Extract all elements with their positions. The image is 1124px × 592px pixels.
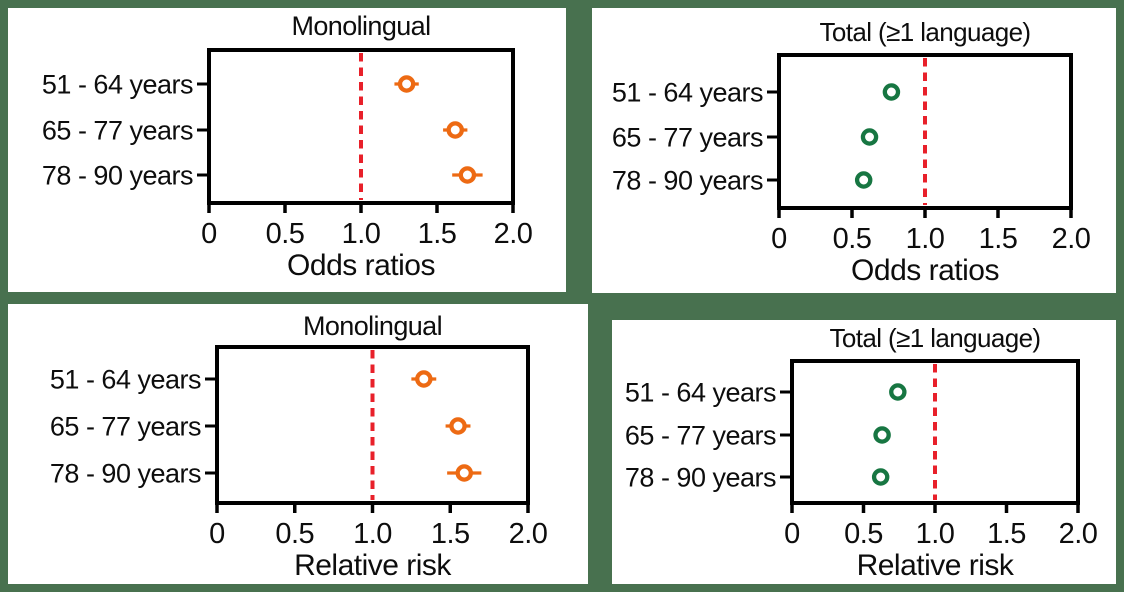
panel-relative-risk-monolingual: Monolingual 51 - 64 years 65 - 77 years 78… <box>8 304 588 584</box>
x-tick-label: 1.5 <box>979 223 1018 255</box>
panel-odds-ratios-total: Total (≥1 language) 51 - 64 years 65 - 77… <box>592 8 1116 293</box>
x-tick-label: 2.0 <box>494 218 533 250</box>
x-tick-label: 0.5 <box>844 518 883 550</box>
category-label: 51 - 64 years <box>625 378 776 408</box>
category-label: 78 - 90 years <box>42 161 193 191</box>
panel-title: Total (≥1 language) <box>829 323 1041 353</box>
odds-ratios-total-plot: 51 - 64 years 65 - 77 years 78 - 90 years 0… <box>612 53 1091 287</box>
category-label: 65 - 77 years <box>50 412 201 442</box>
x-axis-label: Relative risk <box>294 549 452 582</box>
panel-relative-risk-total: Total (≥1 language) 51 - 64 years 65 - 77… <box>612 320 1116 584</box>
x-tick-label: 1.0 <box>342 218 381 250</box>
x-axis-label: Relative risk <box>857 549 1015 582</box>
x-tick-label: 1.0 <box>353 518 392 550</box>
x-tick-label: 1.0 <box>906 223 945 255</box>
panel-title: Monolingual <box>303 311 443 341</box>
x-tick-label: 0 <box>771 223 787 255</box>
category-label: 51 - 64 years <box>50 365 201 395</box>
odds-ratios-monolingual-plot: 51 - 64 years 65 - 77 years 78 - 90 years 0… <box>42 48 533 282</box>
x-tick-label: 0 <box>209 518 225 550</box>
data-point-marker <box>854 171 873 189</box>
x-tick-label: 0.5 <box>833 223 872 255</box>
data-point-marker <box>415 370 433 388</box>
x-axis-label: Odds ratios <box>851 254 999 287</box>
x-tick-label: 1.0 <box>916 518 955 550</box>
x-axis-label: Odds ratios <box>287 249 435 282</box>
x-tick-label: 1.5 <box>987 518 1026 550</box>
x-tick-label: 1.5 <box>431 518 470 550</box>
data-point-marker <box>889 383 907 401</box>
x-tick-label: 0.5 <box>275 518 314 550</box>
panel-title: Monolingual <box>291 11 432 41</box>
x-tick-label: 2.0 <box>509 518 548 550</box>
panel-odds-ratios-monolingual: Monolingual 51 - 64 years 65 - 77 years 78… <box>8 8 566 292</box>
category-label: 78 - 90 years <box>50 459 201 489</box>
x-tick-label: 2.0 <box>1052 223 1091 255</box>
x-tick-label: 0 <box>201 218 217 250</box>
relative-risk-total-plot: 51 - 64 years 65 - 77 years 78 - 90 years 0… <box>625 359 1098 582</box>
x-tick-label: 1.5 <box>418 218 457 250</box>
x-tick-label: 0.5 <box>266 218 305 250</box>
data-point-marker <box>397 75 416 93</box>
data-point-marker <box>449 417 467 435</box>
x-tick-label: 2.0 <box>1059 518 1098 550</box>
data-point-marker <box>871 468 890 486</box>
category-label: 78 - 90 years <box>612 166 763 196</box>
category-label: 65 - 77 years <box>625 421 776 451</box>
relative-risk-monolingual-plot: 51 - 64 years 65 - 77 years 78 - 90 years 0… <box>50 345 548 582</box>
category-label: 51 - 64 years <box>42 70 193 100</box>
data-point-marker <box>882 83 901 101</box>
data-point-marker <box>446 121 464 139</box>
data-point-marker <box>860 128 879 146</box>
category-label: 65 - 77 years <box>42 116 193 146</box>
data-point-marker <box>873 426 891 444</box>
data-point-marker <box>455 464 473 482</box>
x-tick-label: 0 <box>784 518 800 550</box>
category-label: 51 - 64 years <box>612 78 763 108</box>
data-point-marker <box>458 166 477 184</box>
panel-title: Total (≥1 language) <box>819 17 1031 47</box>
category-label: 65 - 77 years <box>612 123 763 153</box>
category-label: 78 - 90 years <box>625 463 776 493</box>
